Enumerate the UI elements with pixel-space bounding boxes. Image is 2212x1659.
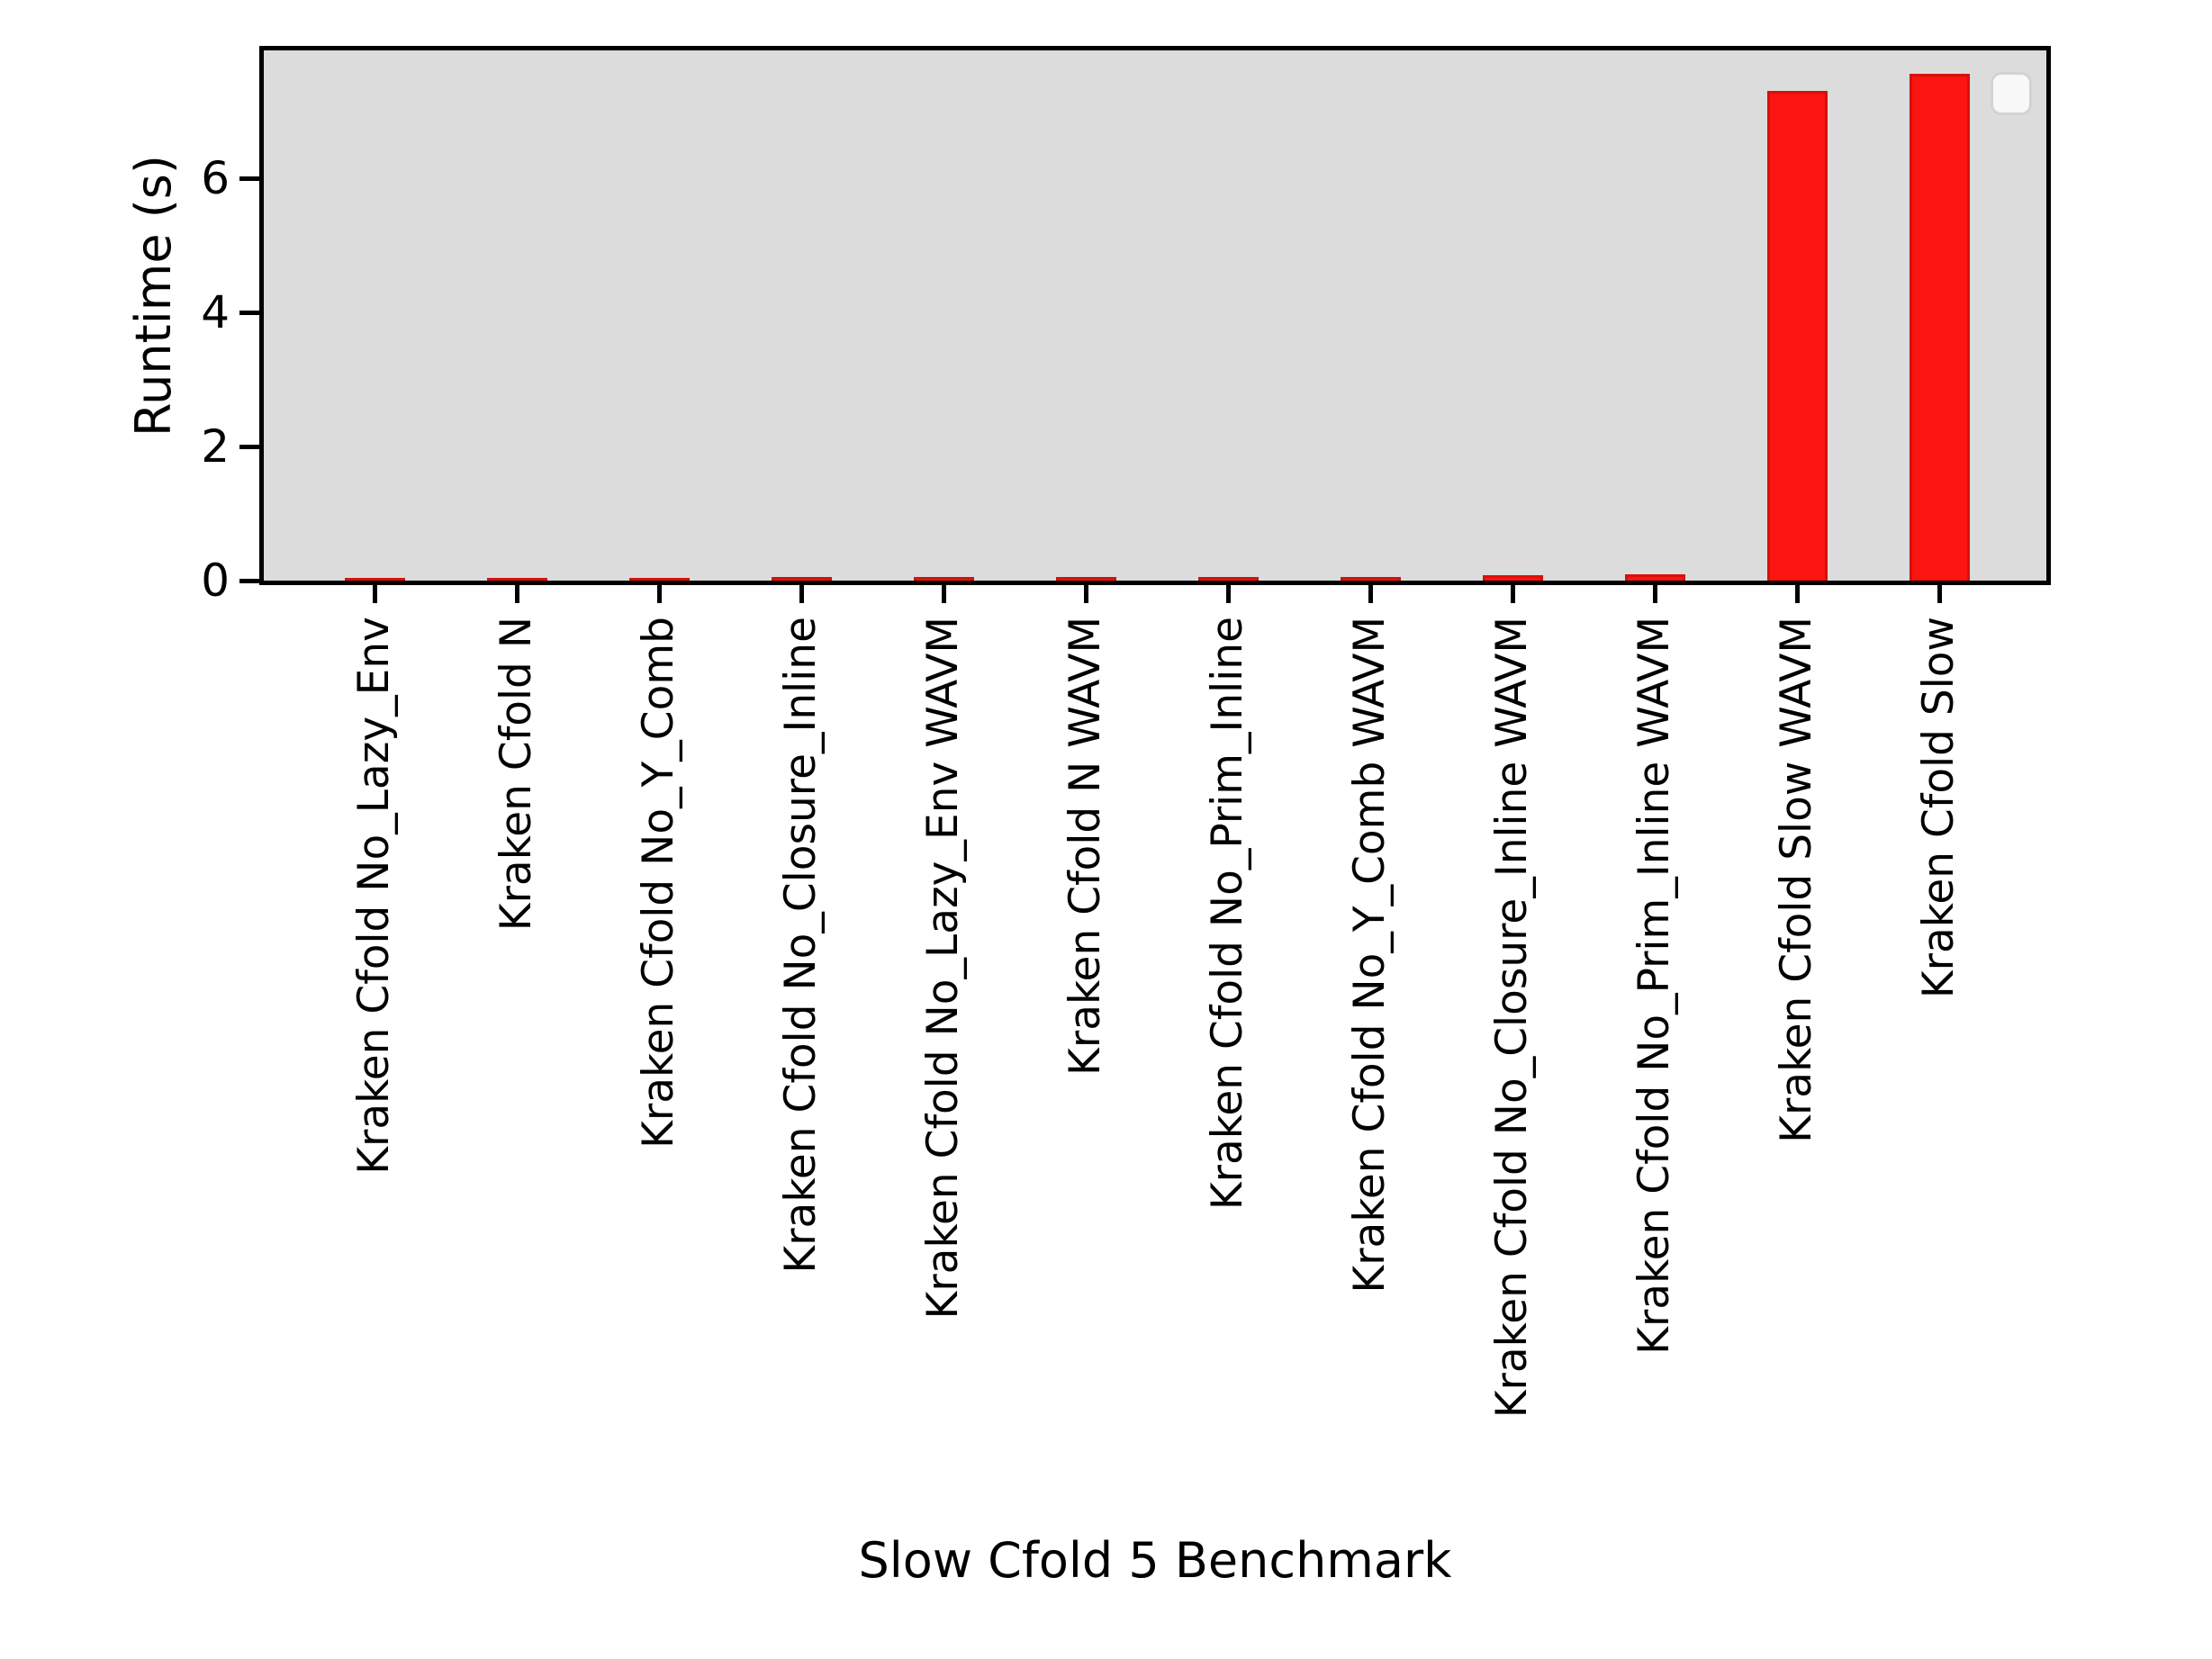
- bar: [1767, 91, 1828, 581]
- bar: [1483, 575, 1543, 581]
- x-tick-label: Kraken Cfold Slow WAVM: [1772, 617, 1821, 1143]
- bar: [1341, 577, 1401, 581]
- x-tick-mark: [1084, 585, 1088, 603]
- y-tick-label: 0: [201, 555, 230, 607]
- x-tick-label: Kraken Cfold No_Y_Comb: [634, 617, 683, 1149]
- x-axis-label: Slow Cfold 5 Benchmark: [858, 1532, 1452, 1589]
- y-tick-label: 4: [201, 286, 230, 338]
- bar: [1910, 74, 1970, 581]
- bar: [629, 578, 690, 581]
- bar: [487, 578, 547, 581]
- x-tick-mark: [1653, 585, 1657, 603]
- y-tick-label: 2: [201, 420, 230, 473]
- x-tick-label: Kraken Cfold N: [492, 617, 541, 932]
- bar: [1625, 574, 1685, 581]
- x-tick-mark: [799, 585, 804, 603]
- bar: [1198, 577, 1259, 581]
- x-tick-label: Kraken Cfold No_Prim_Inline WAVM: [1630, 617, 1679, 1355]
- x-tick-mark: [1937, 585, 1942, 603]
- y-tick-mark: [239, 176, 259, 181]
- x-tick-mark: [373, 585, 377, 603]
- x-tick-label: Kraken Cfold No_Y_Comb WAVM: [1345, 617, 1395, 1294]
- plot-area: [259, 46, 2051, 585]
- x-tick-label: Kraken Cfold No_Closure_Inline: [776, 617, 826, 1274]
- y-tick-mark: [239, 445, 259, 449]
- legend-box: [1991, 72, 2032, 115]
- x-tick-label: Kraken Cfold No_Prim_Inline: [1203, 617, 1252, 1211]
- y-tick-mark: [239, 311, 259, 315]
- x-tick-mark: [1368, 585, 1373, 603]
- x-tick-label: Kraken Cfold No_Closure_Inline WAVM: [1487, 617, 1537, 1419]
- x-tick-label: Kraken Cfold No_Lazy_Env: [349, 617, 399, 1175]
- bar: [914, 577, 974, 581]
- x-tick-mark: [515, 585, 519, 603]
- bar: [345, 578, 405, 581]
- x-tick-mark: [942, 585, 946, 603]
- x-tick-label: Kraken Cfold No_Lazy_Env WAVM: [918, 617, 968, 1320]
- x-tick-mark: [657, 585, 662, 603]
- x-tick-mark: [1511, 585, 1515, 603]
- bar: [772, 577, 832, 581]
- y-tick-label: 6: [201, 152, 230, 204]
- x-tick-label: Kraken Cfold Slow: [1914, 617, 1964, 999]
- x-tick-label: Kraken Cfold N WAVM: [1061, 617, 1110, 1076]
- y-tick-mark: [239, 579, 259, 583]
- bar: [1056, 577, 1116, 581]
- x-tick-mark: [1795, 585, 1800, 603]
- x-tick-mark: [1226, 585, 1231, 603]
